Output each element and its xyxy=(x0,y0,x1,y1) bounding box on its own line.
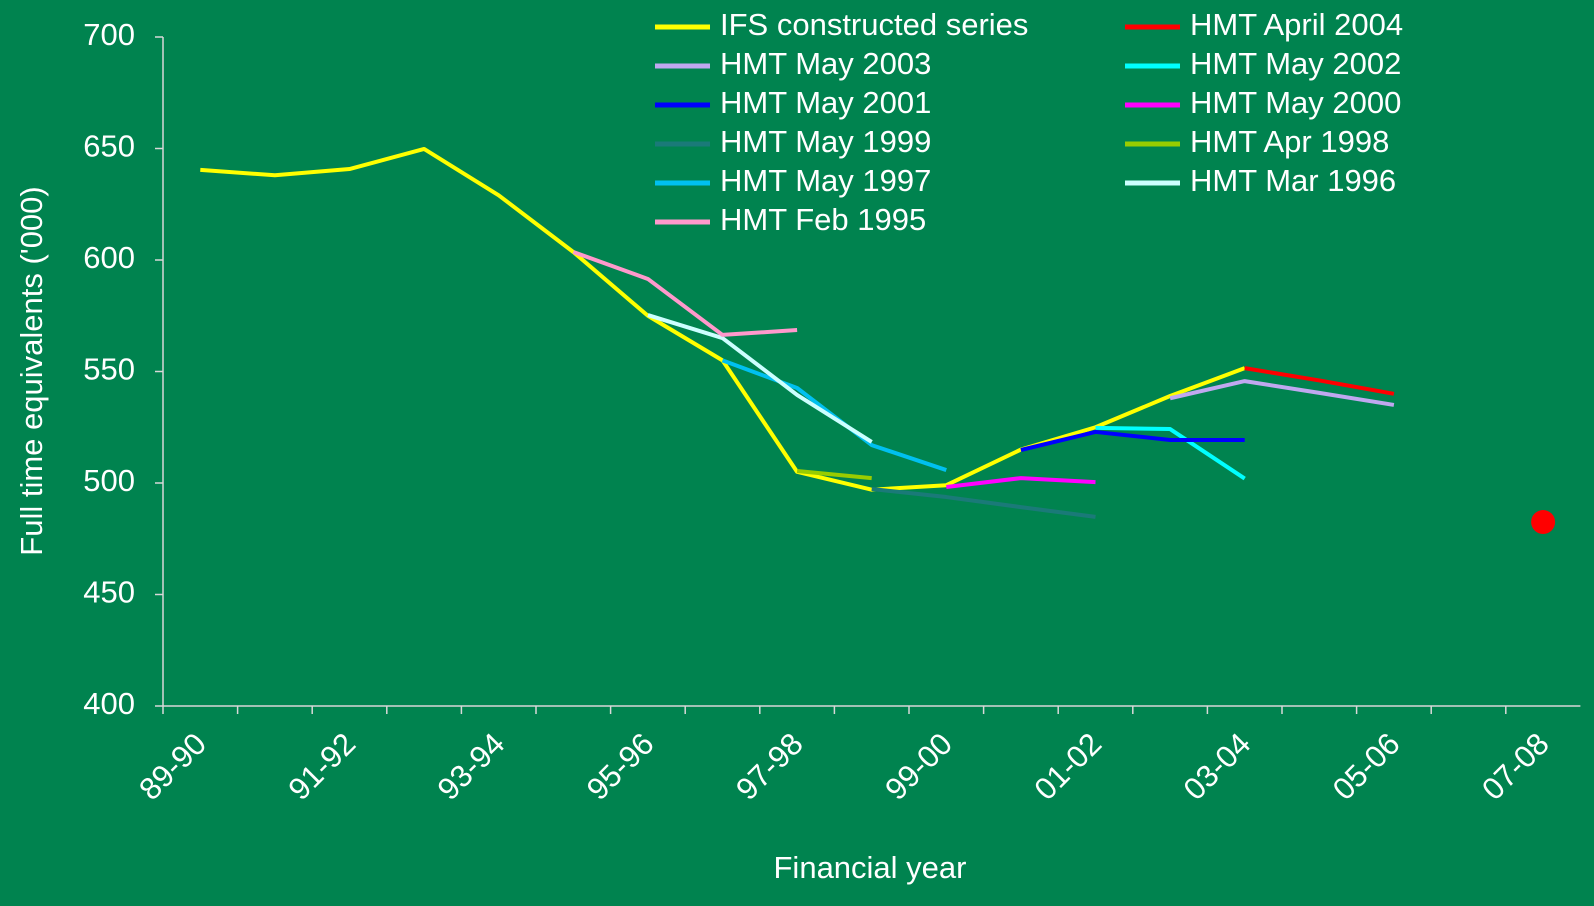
y-tick-label: 650 xyxy=(83,129,135,164)
series-line xyxy=(572,250,798,337)
y-axis-title: Full time equivalents ('000) xyxy=(14,186,49,555)
series-line xyxy=(946,476,1096,489)
legend-label: HMT Mar 1996 xyxy=(1190,163,1396,198)
legend-label: HMT April 2004 xyxy=(1190,7,1403,42)
series-line xyxy=(796,468,872,481)
series-line xyxy=(1095,425,1246,481)
x-axis-title: Financial year xyxy=(774,850,967,885)
legend-label: HMT May 2000 xyxy=(1190,85,1401,120)
y-tick-label: 700 xyxy=(83,17,135,52)
legend-label: HMT May 1999 xyxy=(720,124,931,159)
legend-label: HMT Feb 1995 xyxy=(720,202,926,237)
legend-label: HMT Apr 1998 xyxy=(1190,124,1389,159)
y-tick-label: 600 xyxy=(83,240,135,275)
y-tick-label: 500 xyxy=(83,463,135,498)
series-line xyxy=(1169,379,1395,407)
legend-label: HMT May 2001 xyxy=(720,85,931,120)
series-line xyxy=(647,313,873,444)
legend-label: HMT May 2002 xyxy=(1190,46,1401,81)
series-line xyxy=(1020,429,1245,452)
legend-label: IFS constructed series xyxy=(720,7,1028,42)
y-tick-label: 550 xyxy=(83,352,135,387)
data-point xyxy=(1531,510,1556,535)
series-line xyxy=(871,487,1096,519)
y-tick-label: 400 xyxy=(83,686,135,721)
y-tick-label: 450 xyxy=(83,575,135,610)
series-line xyxy=(1244,366,1395,396)
legend-label: HMT May 1997 xyxy=(720,163,931,198)
legend-label: HMT May 2003 xyxy=(720,46,931,81)
